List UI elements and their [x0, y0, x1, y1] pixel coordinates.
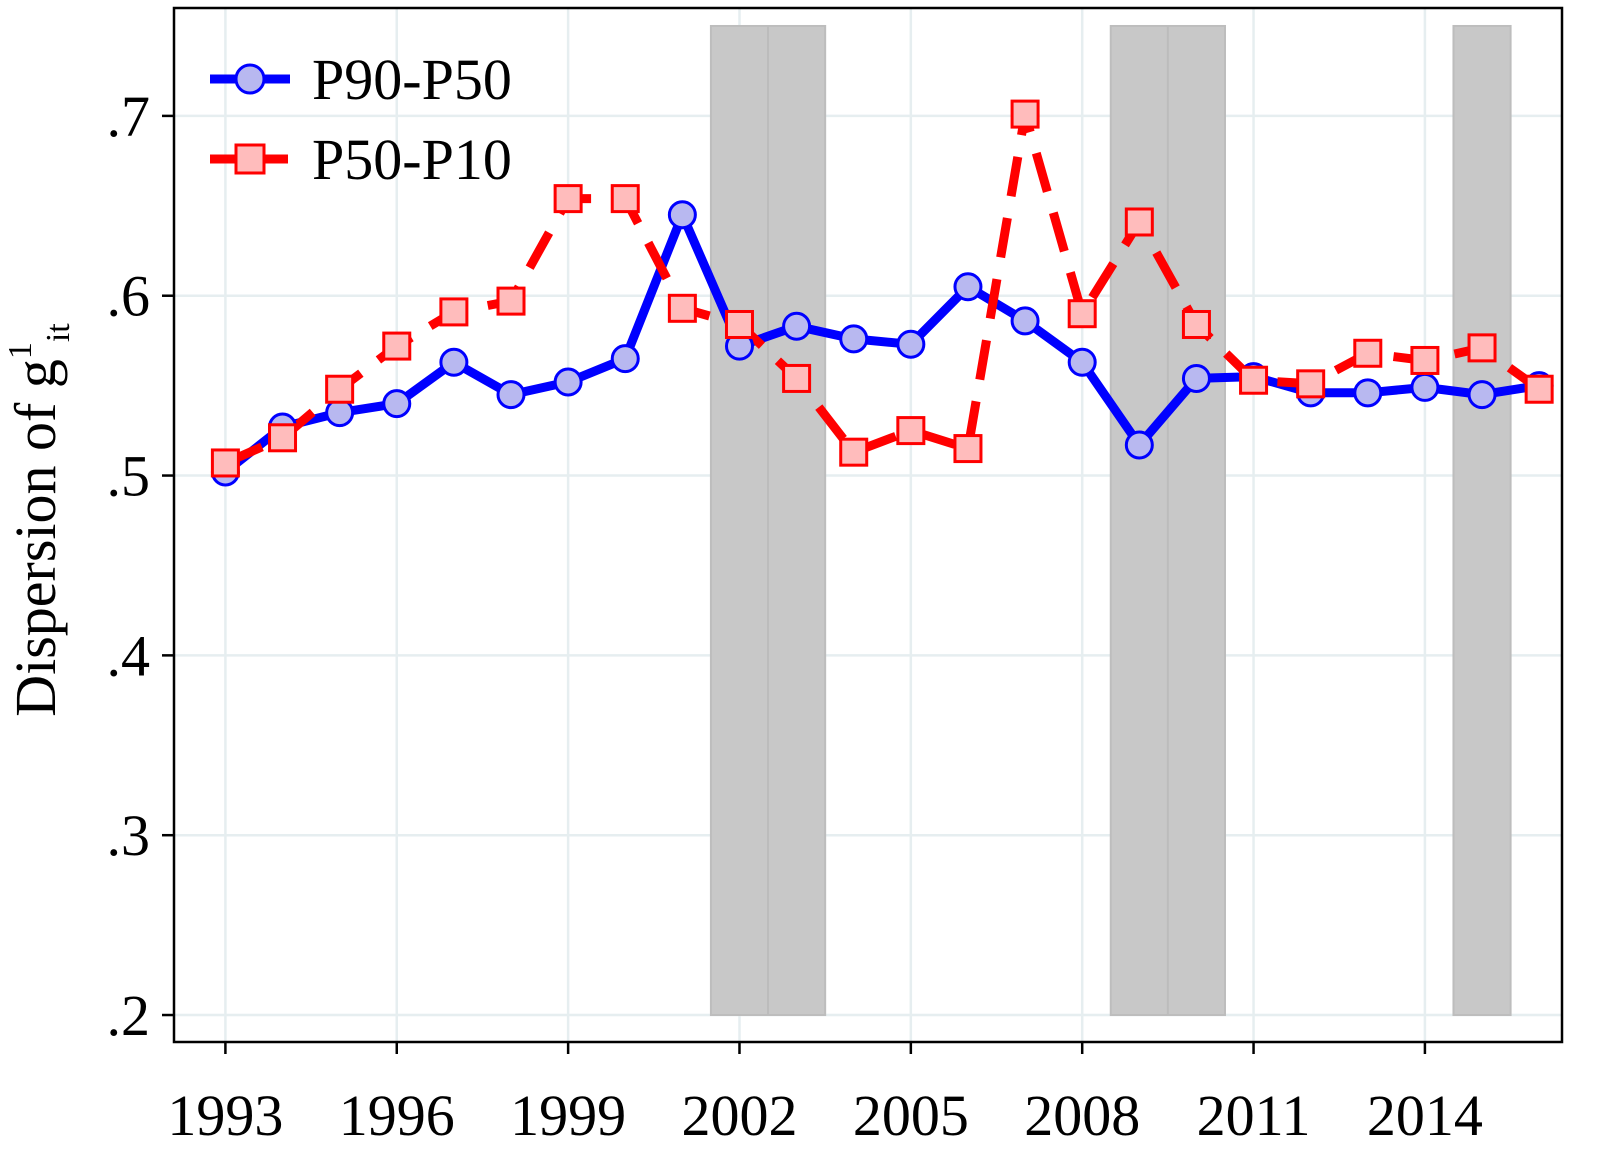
data-point-P50-P10 [1181, 309, 1211, 339]
y-tick-label: .2 [107, 983, 151, 1048]
data-point-P50-P10 [782, 363, 812, 393]
legend-marker [234, 143, 266, 175]
data-point-P90-P50 [1067, 347, 1097, 377]
data-point-P50-P10 [1467, 333, 1497, 363]
y-tick-label: .4 [107, 623, 151, 688]
x-tick-label: 1999 [510, 1083, 626, 1148]
data-point-P90-P50 [1467, 380, 1497, 410]
y-tick-label: .6 [107, 264, 151, 329]
shaded-periods [709, 24, 1512, 1017]
series-line-P90-P50 [222, 210, 1540, 476]
data-point-P50-P10 [1296, 369, 1326, 399]
x-tick-label: 2011 [1197, 1083, 1311, 1148]
x-tick-label: 2008 [1024, 1083, 1140, 1148]
data-point-P50-P10 [1524, 374, 1554, 404]
x-tick-label: 1993 [167, 1083, 283, 1148]
data-point-P90-P50 [553, 367, 583, 397]
plot-frame [172, 6, 1564, 1044]
data-point-P50-P10 [724, 309, 754, 339]
legend-label: P90-P50 [312, 47, 512, 112]
data-point-P90-P50 [610, 344, 640, 374]
y-tick-label: .3 [107, 803, 151, 868]
series-markers [210, 99, 1554, 487]
x-tick-label: 2014 [1367, 1083, 1483, 1148]
data-point-P90-P50 [1010, 306, 1040, 336]
legend-label: P50-P10 [312, 127, 512, 192]
data-point-P50-P10 [667, 293, 697, 323]
data-point-P90-P50 [1124, 430, 1154, 460]
data-point-P50-P10 [210, 448, 240, 478]
y-axis-title-sup: 1 [2, 342, 39, 359]
data-point-P90-P50 [496, 380, 526, 410]
x-tick-label: 1996 [339, 1083, 455, 1148]
grid [174, 8, 1562, 1042]
data-point-P50-P10 [496, 286, 526, 316]
data-point-P50-P10 [953, 434, 983, 464]
data-point-P90-P50 [839, 324, 869, 354]
data-point-P50-P10 [268, 423, 298, 453]
data-point-P90-P50 [1353, 378, 1383, 408]
y-tick-label: .7 [107, 84, 151, 149]
y-axis-title: Dispersion of g1it [2, 323, 77, 717]
x-tick-label: 2005 [853, 1083, 969, 1148]
y-tick-label: .5 [107, 444, 151, 509]
y-axis-title-sub: it [40, 323, 77, 342]
shaded-period [1452, 24, 1512, 1017]
y-axis-title-main: Dispersion of g [3, 359, 68, 717]
data-point-P90-P50 [667, 200, 697, 230]
legend-marker [234, 63, 266, 95]
data-point-P90-P50 [782, 311, 812, 341]
data-point-P50-P10 [610, 184, 640, 214]
data-point-P50-P10 [382, 331, 412, 361]
data-point-P50-P10 [325, 374, 355, 404]
data-point-P50-P10 [439, 297, 469, 327]
data-point-P50-P10 [1353, 338, 1383, 368]
data-point-P90-P50 [896, 329, 926, 359]
data-point-P90-P50 [953, 272, 983, 302]
data-point-P50-P10 [1124, 207, 1154, 237]
data-point-P50-P10 [839, 437, 869, 467]
data-point-P50-P10 [1239, 365, 1269, 395]
data-point-P50-P10 [1010, 99, 1040, 129]
x-tick-label: 2002 [681, 1083, 797, 1148]
data-point-P90-P50 [1181, 363, 1211, 393]
data-point-P50-P10 [553, 184, 583, 214]
axes: 1993 1996 1999 2002 2005 2008 2011 2014 .2 .3 .4 .5… [107, 84, 1483, 1148]
data-point-P90-P50 [1410, 372, 1440, 402]
legend: P90-P50 P50-P10 [210, 47, 512, 192]
data-point-P50-P10 [1067, 299, 1097, 329]
data-point-P50-P10 [896, 416, 926, 446]
data-point-P90-P50 [439, 347, 469, 377]
data-point-P50-P10 [1410, 345, 1440, 375]
data-point-P90-P50 [382, 389, 412, 419]
